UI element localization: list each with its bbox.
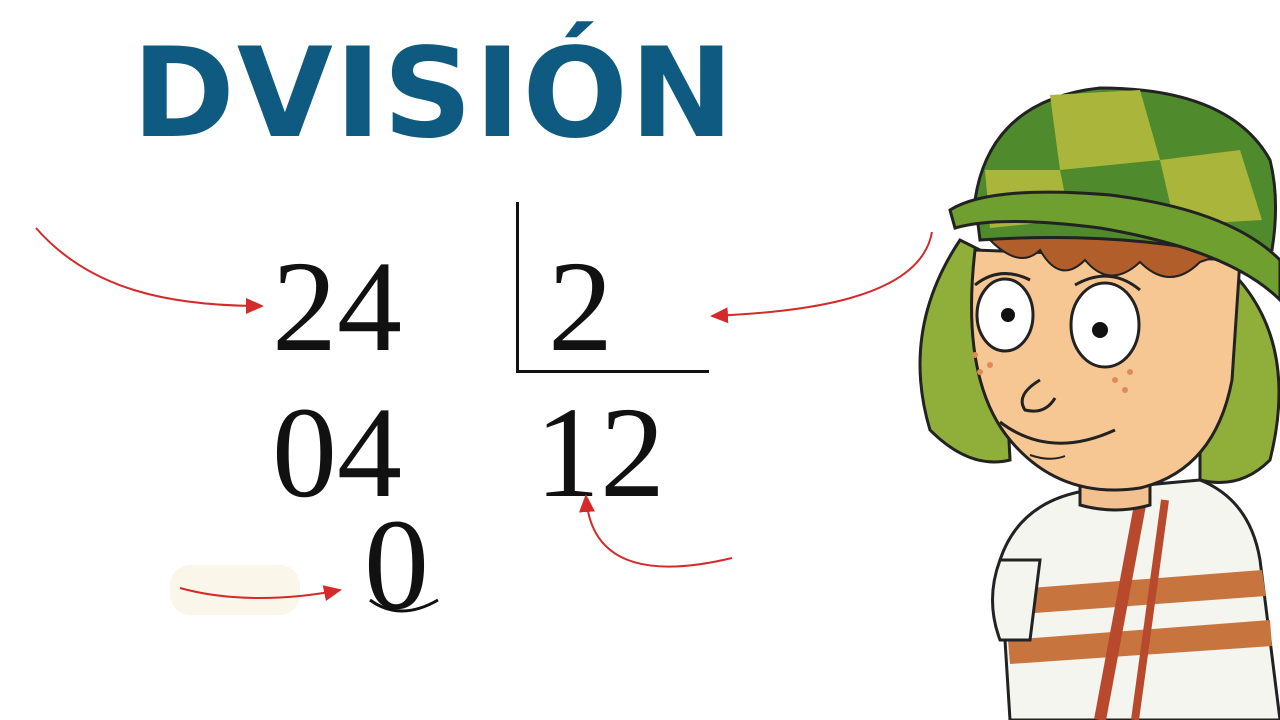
divisor: 2 xyxy=(548,235,613,379)
arrow-icon xyxy=(179,585,342,601)
division-bracket xyxy=(516,202,709,373)
arrow-icon xyxy=(35,227,264,314)
arrow-icon xyxy=(579,494,733,568)
arrow-icon xyxy=(710,231,933,324)
quotient: 12 xyxy=(535,381,665,525)
first-remainder: 04 xyxy=(272,381,402,525)
dividend: 24 xyxy=(272,235,402,379)
page-title: DVISIÓN xyxy=(132,22,736,166)
remainder-underline xyxy=(369,598,439,613)
